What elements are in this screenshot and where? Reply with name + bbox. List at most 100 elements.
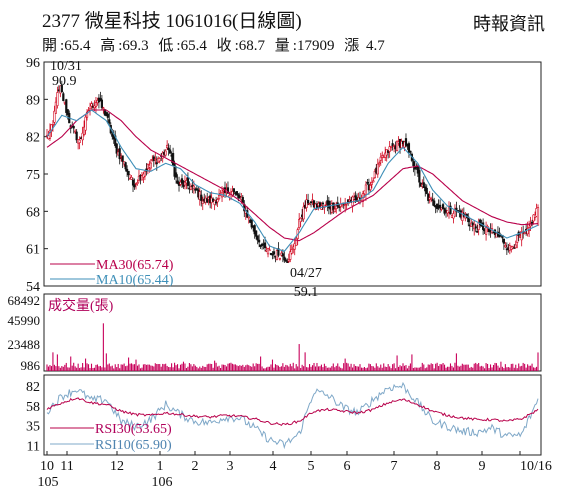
candle-down [441,204,445,210]
ma30-line [46,109,539,242]
candle-up [484,227,488,235]
candle-down [65,99,68,113]
candle-down [404,138,408,146]
candle-down [155,162,158,165]
candle-up [526,228,529,235]
price-tick-label: 89 [26,93,40,108]
candle-up [84,116,87,131]
x-month-label: 2 [192,459,199,474]
price-tick-label: 96 [26,56,40,71]
candle-up [183,181,187,186]
candle-down [412,161,415,166]
candle-down [215,201,218,204]
candle-down [438,204,442,209]
candle-up [308,203,311,206]
candle-up [53,110,56,123]
candle-up [85,111,89,118]
candle-down [281,253,284,257]
candle-up [344,204,347,207]
x-month-label: 3 [227,459,234,474]
candle-down [332,202,335,211]
candle-down [72,126,75,129]
candle-up [158,158,161,162]
candle-up [302,206,305,220]
candle-up [290,249,293,254]
candle-up [295,237,298,247]
candle-down [427,193,430,201]
candle-down [474,226,477,229]
rsi-tick-label: 82 [26,380,40,395]
volume-panel: 68492 45990 23488 986 成交量(張) [8,293,539,373]
volume-frame [43,293,542,372]
candle-up [130,177,133,180]
candle-down [62,93,65,102]
candle-up [102,107,105,110]
candle-down [108,119,111,124]
candle-up [379,156,382,161]
candle-down [338,206,341,208]
candle-down [171,153,175,166]
candle-down [126,168,129,172]
candle-up [88,108,92,111]
summary-change: 漲 4.7 [344,38,385,54]
candle-down [286,261,289,263]
candle-down [263,242,267,249]
candle-up [189,186,192,190]
candle-down [471,222,474,226]
candle-up [143,170,147,177]
ma10-line [46,109,539,252]
candle-up [516,235,519,243]
x-year-label: 106 [152,475,173,489]
x-month-label: 12 [110,459,124,474]
candle-down [106,113,109,118]
x-month-label: 10/16 [520,459,552,474]
candle-down [256,235,259,241]
candle-down [99,98,102,101]
x-month-label: 7 [391,459,398,474]
candle-down [482,222,485,230]
legend-ma30: MA30(65.74) [96,258,174,273]
summary-low: 低:65.4 [158,38,207,54]
candle-up [298,219,301,228]
candle-up [78,139,81,144]
candle-up [376,163,379,175]
candle-down [241,196,244,203]
candle-up [400,141,403,149]
volume-tick-label: 986 [21,358,41,373]
summary-open: 開:65.4 [42,38,91,54]
candle-up [335,205,338,209]
candle-down [327,200,330,209]
candle-down [131,179,135,186]
candle-up [523,232,526,234]
volume-title: 成交量(張) [48,297,114,314]
candle-up [136,182,139,184]
candle-down [277,248,280,256]
candle-up [305,199,308,208]
candle-up [333,208,336,212]
price-tick-label: 61 [26,243,40,258]
candle-down [272,251,276,255]
rsi10-line [46,381,539,450]
legend-rsi10: RSI10(65.90) [95,438,172,453]
candle-down [75,131,78,141]
candle-down [479,219,482,226]
candle-up [154,158,157,161]
candle-up [369,185,372,191]
candle-down [422,182,425,188]
candle-down [173,163,176,177]
candle-down [413,166,416,170]
x-month-label: 8 [434,459,441,474]
candle-up [56,92,59,106]
candle-up [364,184,368,195]
volume-tick-label: 68492 [8,293,41,308]
candle-down [115,143,118,154]
candle-down [271,253,274,256]
candle-up [166,144,169,149]
candle-up [370,182,373,185]
candle-down [283,256,286,261]
candle-down [321,202,325,205]
candle-up [51,124,55,126]
candle-up [536,207,540,226]
